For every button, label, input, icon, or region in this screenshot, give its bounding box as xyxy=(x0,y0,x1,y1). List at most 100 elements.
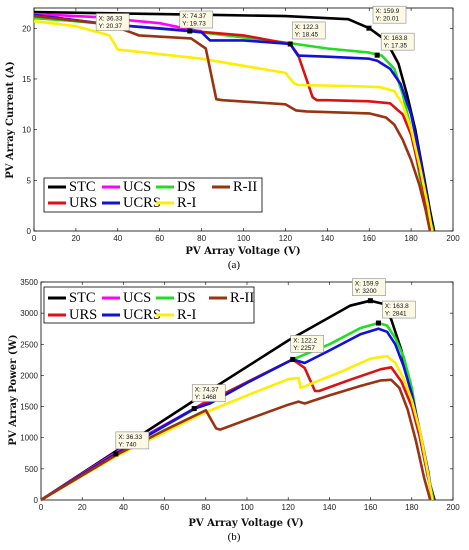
legend-label: UCRS xyxy=(123,195,161,211)
x-tick-label: 140 xyxy=(323,503,337,512)
y-tick-label: 0 xyxy=(27,227,32,236)
datatip-box xyxy=(352,278,386,296)
x-tick-label: 160 xyxy=(363,234,377,243)
legend-label: R-II xyxy=(233,179,257,195)
legend-label: DS xyxy=(177,290,196,306)
y-tick-label: 5 xyxy=(27,176,32,185)
panel-a-chart: 0 20 40 60 80 100 120 140 160 180 200 0 5 10 15 20 X: 74… xyxy=(5,5,460,271)
y-tick-label: 2500 xyxy=(20,340,38,349)
datatip-box xyxy=(179,10,214,29)
datatip-x: X: 74.37 xyxy=(195,387,219,394)
x-tick-label: 120 xyxy=(282,503,296,512)
datatip-box xyxy=(191,384,226,402)
x-tick-label: 80 xyxy=(201,503,210,512)
y-tick-label: 10 xyxy=(22,126,31,135)
datatip-box xyxy=(115,431,150,450)
datatip-x: X: 159.9 xyxy=(375,8,399,15)
datatip-marker xyxy=(287,41,293,47)
panel-b-chart: 0 20 40 60 80 100 120 140 160 180 2000500100015002… xyxy=(8,278,460,543)
x-tick-label: 0 xyxy=(32,234,37,243)
x-tick-label: 0 xyxy=(39,503,44,512)
datatip-marker xyxy=(290,356,296,362)
legend-label: UCRS xyxy=(123,307,161,323)
datatip-y: Y: 740 xyxy=(118,441,137,448)
series-line-r-i xyxy=(33,19,434,232)
datatip-y: Y: 2257 xyxy=(293,345,315,352)
datatip-box xyxy=(380,32,415,51)
datatip-y: Y: 2841 xyxy=(385,311,407,318)
datatip-x: X: 36.33 xyxy=(99,16,123,23)
legend-box xyxy=(43,177,263,213)
datatip-x: X: 122.3 xyxy=(295,24,319,31)
x-tick-label: 100 xyxy=(237,234,251,243)
legend-label: URS xyxy=(69,307,97,323)
panel-label: (a) xyxy=(228,259,241,271)
datatip-y: Y: 1468 xyxy=(195,394,217,401)
legend-box xyxy=(43,286,255,324)
datatip-x: X: 159.9 xyxy=(355,281,379,288)
datatip-box xyxy=(382,300,416,319)
y-tick-label: 1000 xyxy=(20,434,38,443)
legend-label: STC xyxy=(69,290,96,306)
datatip-y: Y: 20.37 xyxy=(99,23,123,30)
datatip-marker xyxy=(191,406,197,412)
panel-label: (b) xyxy=(228,531,241,543)
x-tick-label: 80 xyxy=(197,234,206,243)
x-tick-label: 180 xyxy=(404,234,418,243)
datatip-marker xyxy=(374,52,380,58)
datatip-box xyxy=(372,5,407,24)
x-tick-label: 160 xyxy=(364,503,378,512)
datatip-box xyxy=(291,21,326,40)
datatip-box xyxy=(290,335,324,353)
datatip-x: X: 74.37 xyxy=(182,13,206,20)
y-tick-label: 3000 xyxy=(20,309,38,318)
legend-label: URS xyxy=(69,195,97,211)
datatip-y: Y: 19.73 xyxy=(182,21,206,28)
x-tick-label: 200 xyxy=(446,234,460,243)
datatip-x: X: 163.8 xyxy=(385,303,409,310)
series-line-r-ii xyxy=(40,378,432,502)
series-line-urs xyxy=(40,358,434,502)
y-tick-label: 1500 xyxy=(20,403,38,412)
series-line-r-ii xyxy=(33,14,432,232)
legend-label: R-I xyxy=(177,195,197,211)
y-axis-label: PV Array Power (W) xyxy=(8,334,19,445)
datatip-x: X: 122.2 xyxy=(293,337,317,344)
x-tick-label: 100 xyxy=(240,503,254,512)
series-line-ucrs xyxy=(33,13,434,232)
datatip-marker xyxy=(187,28,193,34)
datatip-y: Y: 20.01 xyxy=(375,16,399,23)
datatip-y: Y: 3200 xyxy=(355,288,377,295)
x-tick-label: 60 xyxy=(160,503,169,512)
y-tick-label: 2000 xyxy=(20,371,38,380)
x-tick-label: 200 xyxy=(446,503,460,512)
legend-label: UCS xyxy=(123,290,151,306)
datatip-box xyxy=(95,13,130,31)
x-tick-label: 120 xyxy=(279,234,293,243)
y-tick-label: 3500 xyxy=(20,278,38,287)
datatip-y: Y: 18.45 xyxy=(295,31,319,38)
datatip-x: X: 163.8 xyxy=(384,35,408,42)
legend-label: STC xyxy=(69,179,96,195)
x-tick-label: 20 xyxy=(71,234,80,243)
x-tick-label: 180 xyxy=(405,503,419,512)
x-tick-label: 40 xyxy=(119,503,128,512)
legend-label: UCS xyxy=(123,179,151,195)
x-axis-label: PV Array Voltage (V) xyxy=(188,518,303,529)
series-line-r-i xyxy=(40,354,434,502)
datatip-y: Y: 17.35 xyxy=(384,43,408,50)
datatip-marker xyxy=(366,25,372,31)
y-tick-label: 500 xyxy=(25,465,39,474)
legend-label: R-I xyxy=(177,307,197,323)
x-tick-label: 40 xyxy=(113,234,122,243)
x-tick-label: 20 xyxy=(78,503,87,512)
y-tick-label: 0 xyxy=(34,496,39,505)
legend-label: R-II xyxy=(230,290,254,306)
x-tick-label: 140 xyxy=(321,234,335,243)
legend-label: DS xyxy=(177,179,196,195)
y-tick-label: 20 xyxy=(22,24,31,33)
datatip-marker xyxy=(375,320,381,326)
datatip-x: X: 36.33 xyxy=(118,434,142,441)
datatip-marker xyxy=(113,451,119,457)
